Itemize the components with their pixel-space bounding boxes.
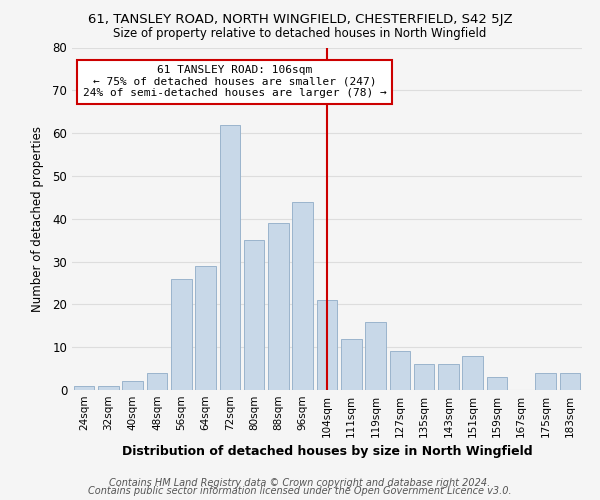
- Bar: [98, 386, 119, 390]
- Bar: [195, 266, 216, 390]
- Text: 61 TANSLEY ROAD: 106sqm
← 75% of detached houses are smaller (247)
24% of semi-d: 61 TANSLEY ROAD: 106sqm ← 75% of detache…: [83, 65, 386, 98]
- Y-axis label: Number of detached properties: Number of detached properties: [31, 126, 44, 312]
- Bar: [463, 356, 483, 390]
- Bar: [560, 373, 580, 390]
- Text: Size of property relative to detached houses in North Wingfield: Size of property relative to detached ho…: [113, 28, 487, 40]
- X-axis label: Distribution of detached houses by size in North Wingfield: Distribution of detached houses by size …: [122, 446, 532, 458]
- Bar: [535, 373, 556, 390]
- Bar: [74, 386, 94, 390]
- Bar: [171, 278, 191, 390]
- Bar: [292, 202, 313, 390]
- Bar: [317, 300, 337, 390]
- Bar: [414, 364, 434, 390]
- Bar: [438, 364, 459, 390]
- Bar: [389, 352, 410, 390]
- Bar: [122, 382, 143, 390]
- Bar: [220, 124, 240, 390]
- Bar: [244, 240, 265, 390]
- Bar: [146, 373, 167, 390]
- Text: Contains public sector information licensed under the Open Government Licence v3: Contains public sector information licen…: [88, 486, 512, 496]
- Bar: [365, 322, 386, 390]
- Text: 61, TANSLEY ROAD, NORTH WINGFIELD, CHESTERFIELD, S42 5JZ: 61, TANSLEY ROAD, NORTH WINGFIELD, CHEST…: [88, 12, 512, 26]
- Bar: [487, 377, 508, 390]
- Text: Contains HM Land Registry data © Crown copyright and database right 2024.: Contains HM Land Registry data © Crown c…: [109, 478, 491, 488]
- Bar: [268, 223, 289, 390]
- Bar: [341, 338, 362, 390]
